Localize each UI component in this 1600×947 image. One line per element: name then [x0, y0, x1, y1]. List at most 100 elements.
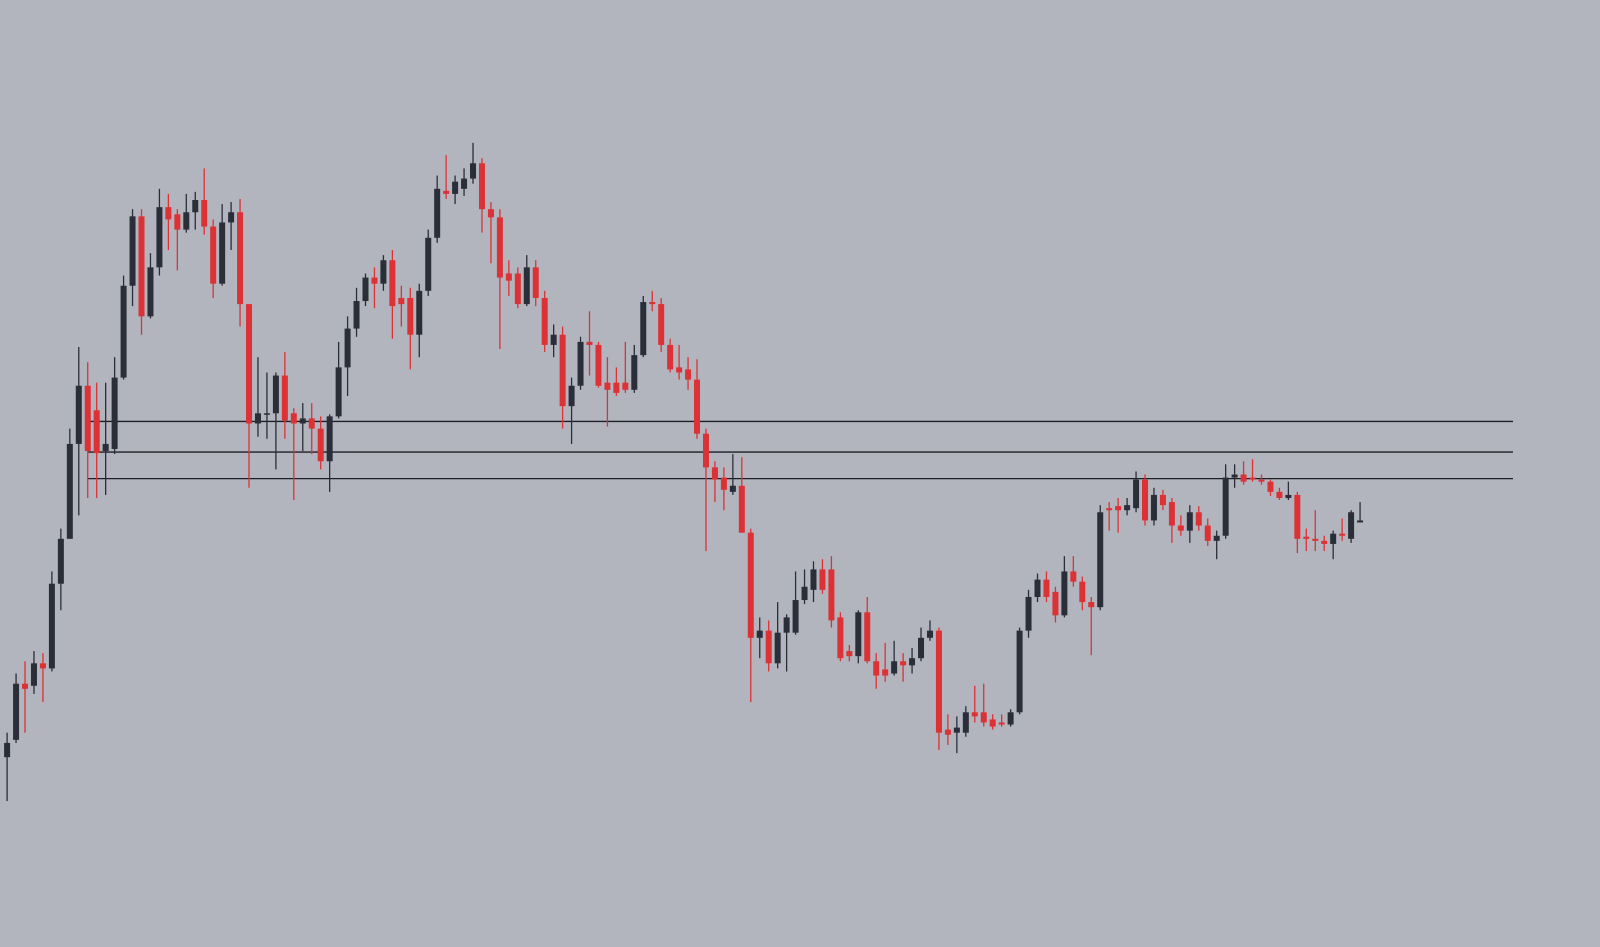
candle-body: [1258, 479, 1265, 482]
candle-body: [335, 367, 342, 417]
candle-body: [452, 181, 459, 194]
candle-body: [290, 413, 297, 424]
candle-body: [434, 188, 441, 238]
candle-body: [953, 727, 960, 733]
candle-body: [918, 637, 925, 659]
candle-body: [944, 729, 951, 735]
candle-body: [702, 433, 709, 468]
candle-body: [461, 178, 468, 189]
candle-body: [1007, 712, 1014, 725]
candle-body: [550, 334, 557, 345]
candle-body: [1124, 505, 1131, 511]
candle-body: [254, 413, 261, 424]
candle-body: [792, 600, 799, 633]
candle-body: [837, 617, 844, 659]
candle-body: [559, 334, 566, 407]
candle-body: [192, 200, 199, 213]
candle-body: [183, 212, 190, 230]
candle-body: [694, 379, 701, 434]
candle-body: [425, 237, 432, 291]
candle-body: [1052, 591, 1059, 616]
candle-body: [1061, 571, 1068, 616]
candle-body: [308, 418, 315, 429]
candle-body: [532, 267, 539, 298]
candle-body: [120, 285, 127, 378]
candle-body: [4, 742, 11, 758]
candle-body: [201, 200, 208, 227]
candle-body: [667, 344, 674, 370]
candle-body: [747, 532, 754, 638]
candle-body: [631, 355, 638, 390]
candle-body: [48, 583, 55, 669]
candle-body: [281, 375, 288, 421]
candle-body: [174, 214, 181, 230]
candle-body: [685, 369, 692, 380]
candle-body: [828, 569, 835, 621]
candle-body: [326, 416, 333, 462]
candle-body: [1276, 491, 1283, 498]
candle-body: [1115, 506, 1122, 511]
candle-body: [1231, 474, 1238, 478]
candle-body: [1034, 579, 1041, 597]
candle-body: [613, 382, 620, 393]
candle-body: [962, 712, 969, 733]
candle-body: [246, 304, 253, 424]
candle-body: [1204, 525, 1211, 541]
candle-body: [416, 290, 423, 335]
candle-body: [57, 538, 64, 584]
candle-body: [84, 385, 91, 452]
candle-body: [765, 630, 772, 664]
candle-body: [756, 630, 763, 638]
candle-body: [272, 375, 279, 414]
candle-body: [75, 385, 82, 444]
candle-body: [353, 301, 360, 329]
candle-body: [640, 302, 647, 356]
candle-body: [66, 443, 73, 539]
candle-body: [1168, 502, 1175, 526]
candle-body: [1088, 602, 1095, 608]
candle-body: [1097, 512, 1104, 608]
candle-body: [819, 569, 826, 590]
candle-body: [577, 341, 584, 386]
candle-body: [102, 443, 109, 452]
candle-body: [711, 467, 718, 480]
candle-body: [398, 297, 405, 305]
candle-body: [658, 304, 665, 345]
candle-body: [1240, 474, 1247, 482]
candle-body: [317, 428, 324, 462]
candle-body: [846, 651, 853, 657]
candle-body: [13, 683, 20, 740]
candle-body: [595, 344, 602, 386]
candle-body: [380, 260, 387, 284]
candle-body: [22, 683, 29, 689]
candle-body: [470, 163, 477, 179]
candle-body: [989, 719, 996, 727]
candle-body: [738, 485, 745, 533]
candle-body: [1213, 535, 1220, 541]
candle-body: [362, 277, 369, 302]
candle-body: [514, 273, 521, 305]
candle-body: [478, 163, 485, 210]
candle-body: [1079, 581, 1086, 603]
candle-body: [1222, 477, 1229, 536]
candle-body: [1133, 479, 1140, 509]
candle-body: [568, 385, 575, 407]
candle-body: [1106, 508, 1113, 511]
candle-body: [935, 630, 942, 733]
candle-body: [505, 273, 512, 281]
candle-body: [147, 267, 154, 317]
candle-body: [541, 297, 548, 345]
candle-body: [810, 569, 817, 590]
candle-body: [1195, 512, 1202, 526]
candle-body: [604, 382, 611, 390]
candle-body: [855, 612, 862, 657]
candle-body: [1070, 571, 1077, 582]
candle-body: [1150, 494, 1157, 521]
candle-body: [165, 207, 172, 220]
candle-body: [909, 658, 916, 666]
candle-body: [30, 663, 37, 686]
candle-body: [801, 586, 808, 601]
candle-body: [407, 297, 414, 335]
